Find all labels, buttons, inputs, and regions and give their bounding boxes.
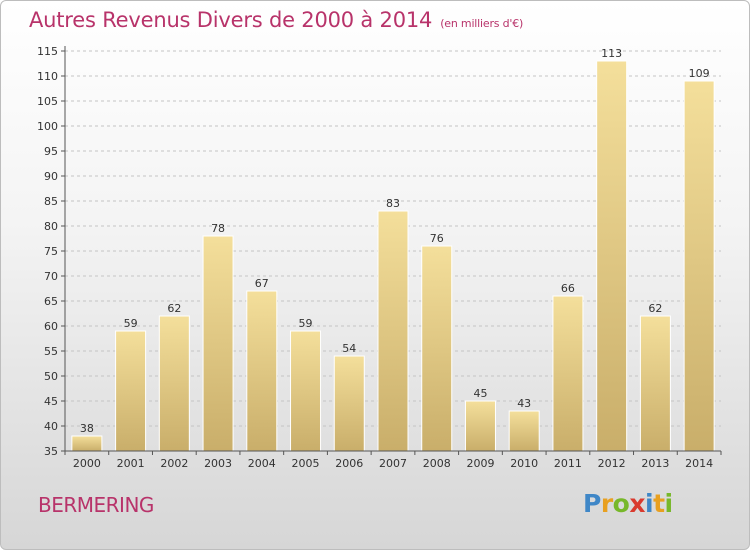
x-tick-label-2012: 2012 [598,457,626,470]
bar-2009 [464,400,496,452]
value-label-2004: 67 [255,277,269,290]
value-label-2010: 43 [517,397,531,410]
x-tick-label-2013: 2013 [641,457,669,470]
x-tick-label-2000: 2000 [73,457,101,470]
y-tick-label: 70 [44,270,58,283]
value-label-2014: 109 [689,67,710,80]
bar-2013 [639,315,671,452]
x-tick-label-2003: 2003 [204,457,232,470]
bars: 38 59 62 78 67 59 54 83 76 45 43 66 113 62 109 [71,47,715,452]
title-unit: (en milliers d'€) [440,17,524,30]
y-tick-label: 55 [44,345,58,358]
y-tick-label: 80 [44,220,58,233]
value-label-2005: 59 [299,317,313,330]
value-label-2011: 66 [561,282,575,295]
logo-letter: i [664,489,674,518]
y-tick-label: 90 [44,170,58,183]
y-tick-label: 110 [37,70,58,83]
y-tick-label: 50 [44,370,58,383]
bar-2006 [333,355,365,452]
y-tick-label: 115 [37,45,58,58]
y-tick-label: 95 [44,145,58,158]
bar-2007 [377,210,409,452]
bar-2011 [552,295,584,452]
value-label-2007: 83 [386,197,400,210]
value-label-2006: 54 [342,342,356,355]
y-tick-label: 60 [44,320,58,333]
bar-2005 [290,330,322,452]
y-tick-label: 85 [44,195,58,208]
x-tick-label-2007: 2007 [379,457,407,470]
x-tick-label-2002: 2002 [160,457,188,470]
x-tick-label-2014: 2014 [685,457,713,470]
logo-letter: r [600,489,613,518]
logo-letter: i [645,489,654,518]
bar-2008 [421,245,453,452]
value-label-2012: 113 [601,47,622,60]
x-tick-label-2008: 2008 [423,457,451,470]
y-tick-label: 40 [44,420,58,433]
y-tick-label: 105 [37,95,58,108]
proxiti-logo: Proxiti [583,489,673,518]
logo-letter: x [629,489,645,518]
y-tick-label: 65 [44,295,58,308]
value-label-2009: 45 [473,387,487,400]
bar-2001 [115,330,147,452]
x-tick-label-2011: 2011 [554,457,582,470]
bar-2000 [71,435,103,452]
logo-letter: P [583,489,601,518]
logo-letter: o [612,489,630,518]
bar-2010 [508,410,540,452]
chart-title: Autres Revenus Divers de 2000 à 2014 (en … [29,8,523,32]
y-tick-label: 75 [44,245,58,258]
bar-2012 [596,60,628,452]
logo-letter: t [653,489,665,518]
x-tick-label-2010: 2010 [510,457,538,470]
value-label-2000: 38 [80,422,94,435]
value-label-2003: 78 [211,222,225,235]
title-main: Autres Revenus Divers de 2000 à 2014 [29,8,433,32]
x-tick-label-2009: 2009 [466,457,494,470]
bar-2004 [246,290,278,452]
y-tick-label: 45 [44,395,58,408]
axes: 35 40 45 50 55 60 65 70 75 80 85 90 95 100 105 110 115 20… [37,45,722,470]
value-label-2013: 62 [648,302,662,315]
x-tick-label-2001: 2001 [117,457,145,470]
bar-2003 [202,235,234,452]
value-label-2002: 62 [167,302,181,315]
bar-2002 [158,315,190,452]
bar-2014 [683,80,715,452]
y-tick-label: 35 [44,445,58,458]
x-tick-label-2006: 2006 [335,457,363,470]
value-label-2008: 76 [430,232,444,245]
x-tick-label-2005: 2005 [292,457,320,470]
place-name: BERMERING [38,493,154,517]
x-tick-label-2004: 2004 [248,457,276,470]
value-label-2001: 59 [124,317,138,330]
y-tick-label: 100 [37,120,58,133]
